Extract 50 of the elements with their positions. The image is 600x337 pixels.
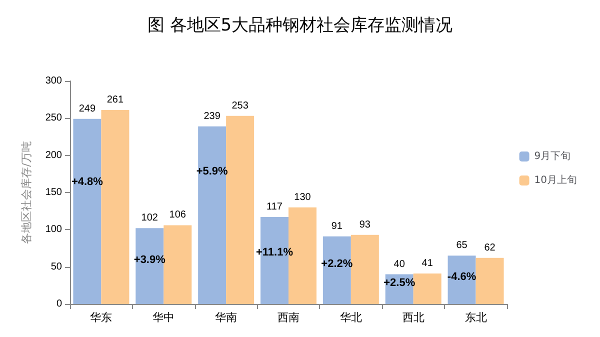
data-label: 62	[484, 242, 496, 254]
data-label: 40	[394, 258, 406, 270]
bar	[448, 256, 476, 304]
bar	[413, 274, 442, 304]
y-tick-label: 150	[45, 187, 62, 198]
y-tick-label: 200	[45, 150, 62, 161]
data-label: 41	[422, 258, 434, 270]
data-label: 253	[232, 100, 249, 112]
bar	[136, 228, 164, 304]
annotation: +5.9%	[196, 166, 228, 178]
annotation: +2.2%	[321, 258, 353, 270]
bar	[322, 236, 351, 304]
data-label: 65	[456, 240, 468, 252]
data-label: 93	[359, 219, 371, 230]
data-label: 106	[169, 210, 186, 221]
legend-label: 9月下旬	[534, 150, 571, 162]
bar	[198, 126, 226, 304]
y-tick-label: 0	[56, 298, 62, 310]
data-label: 117	[266, 202, 283, 213]
data-label: 102	[141, 212, 158, 224]
x-tick-label: 华中	[152, 311, 175, 324]
bar	[73, 118, 102, 304]
y-tick-label: 250	[45, 112, 62, 124]
data-label: 91	[331, 220, 343, 232]
x-tick-label: 西北	[402, 311, 424, 324]
data-label: 261	[106, 94, 124, 106]
x-tick-label: 西南	[278, 311, 300, 324]
data-label: 249	[78, 103, 96, 114]
bar	[350, 234, 379, 304]
bar	[476, 258, 504, 304]
y-tick-label: 100	[45, 224, 62, 236]
bar	[101, 110, 130, 304]
annotation: +3.9%	[134, 254, 166, 266]
data-label: 130	[294, 192, 312, 203]
bar	[226, 116, 254, 304]
annotation: +11.1%	[256, 246, 294, 259]
annotation: -4.6%	[447, 271, 476, 284]
x-tick-label: 华北	[340, 311, 362, 324]
x-tick-label: 华南	[215, 311, 238, 324]
y-tick-label: 300	[45, 76, 62, 86]
data-label: 239	[204, 110, 221, 122]
x-tick-label: 东北	[464, 311, 487, 324]
bar	[164, 225, 192, 304]
chart-title: 图 各地区5大品种钢材社会库存监测情况	[147, 16, 453, 36]
x-tick-label: 华东	[90, 311, 112, 324]
y-axis-title: 各地区社会库存/万吨	[20, 141, 33, 244]
annotation: +2.5%	[384, 277, 416, 290]
y-tick-label: 50	[50, 261, 62, 272]
annotation: +4.8%	[71, 176, 104, 188]
legend-label: 10月上旬	[534, 174, 578, 186]
